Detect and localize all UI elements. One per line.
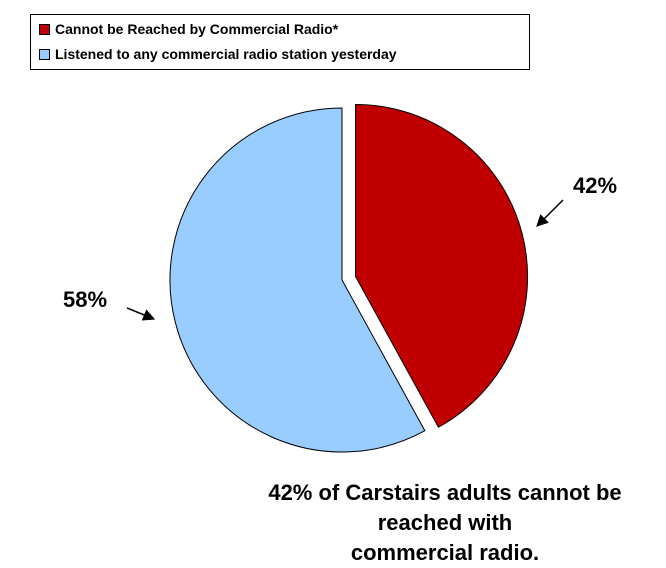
pie-slice-unreachable [355,104,529,428]
arrow-listened [126,307,156,321]
legend-label-listened: Listened to any commercial radio station… [55,46,397,62]
legend-swatch-listened [39,48,50,60]
legend-item-unreachable: Cannot be Reached by Commercial Radio* [39,21,338,37]
arrow-unreachable [536,199,564,227]
legend-item-listened: Listened to any commercial radio station… [39,46,397,62]
chart-legend: Cannot be Reached by Commercial Radio* L… [30,14,530,70]
legend-swatch-unreachable [39,23,50,35]
pie-chart: 42% 58% [63,104,617,453]
legend-label-unreachable: Cannot be Reached by Commercial Radio* [55,21,339,37]
caption-line-1: 42% of Carstairs adults cannot be reache… [268,480,622,535]
data-label-listened: 58% [63,287,107,312]
data-label-unreachable: 42% [573,173,617,198]
pie-slice-listened [169,107,426,453]
chart-caption: 42% of Carstairs adults cannot be reache… [225,478,665,568]
